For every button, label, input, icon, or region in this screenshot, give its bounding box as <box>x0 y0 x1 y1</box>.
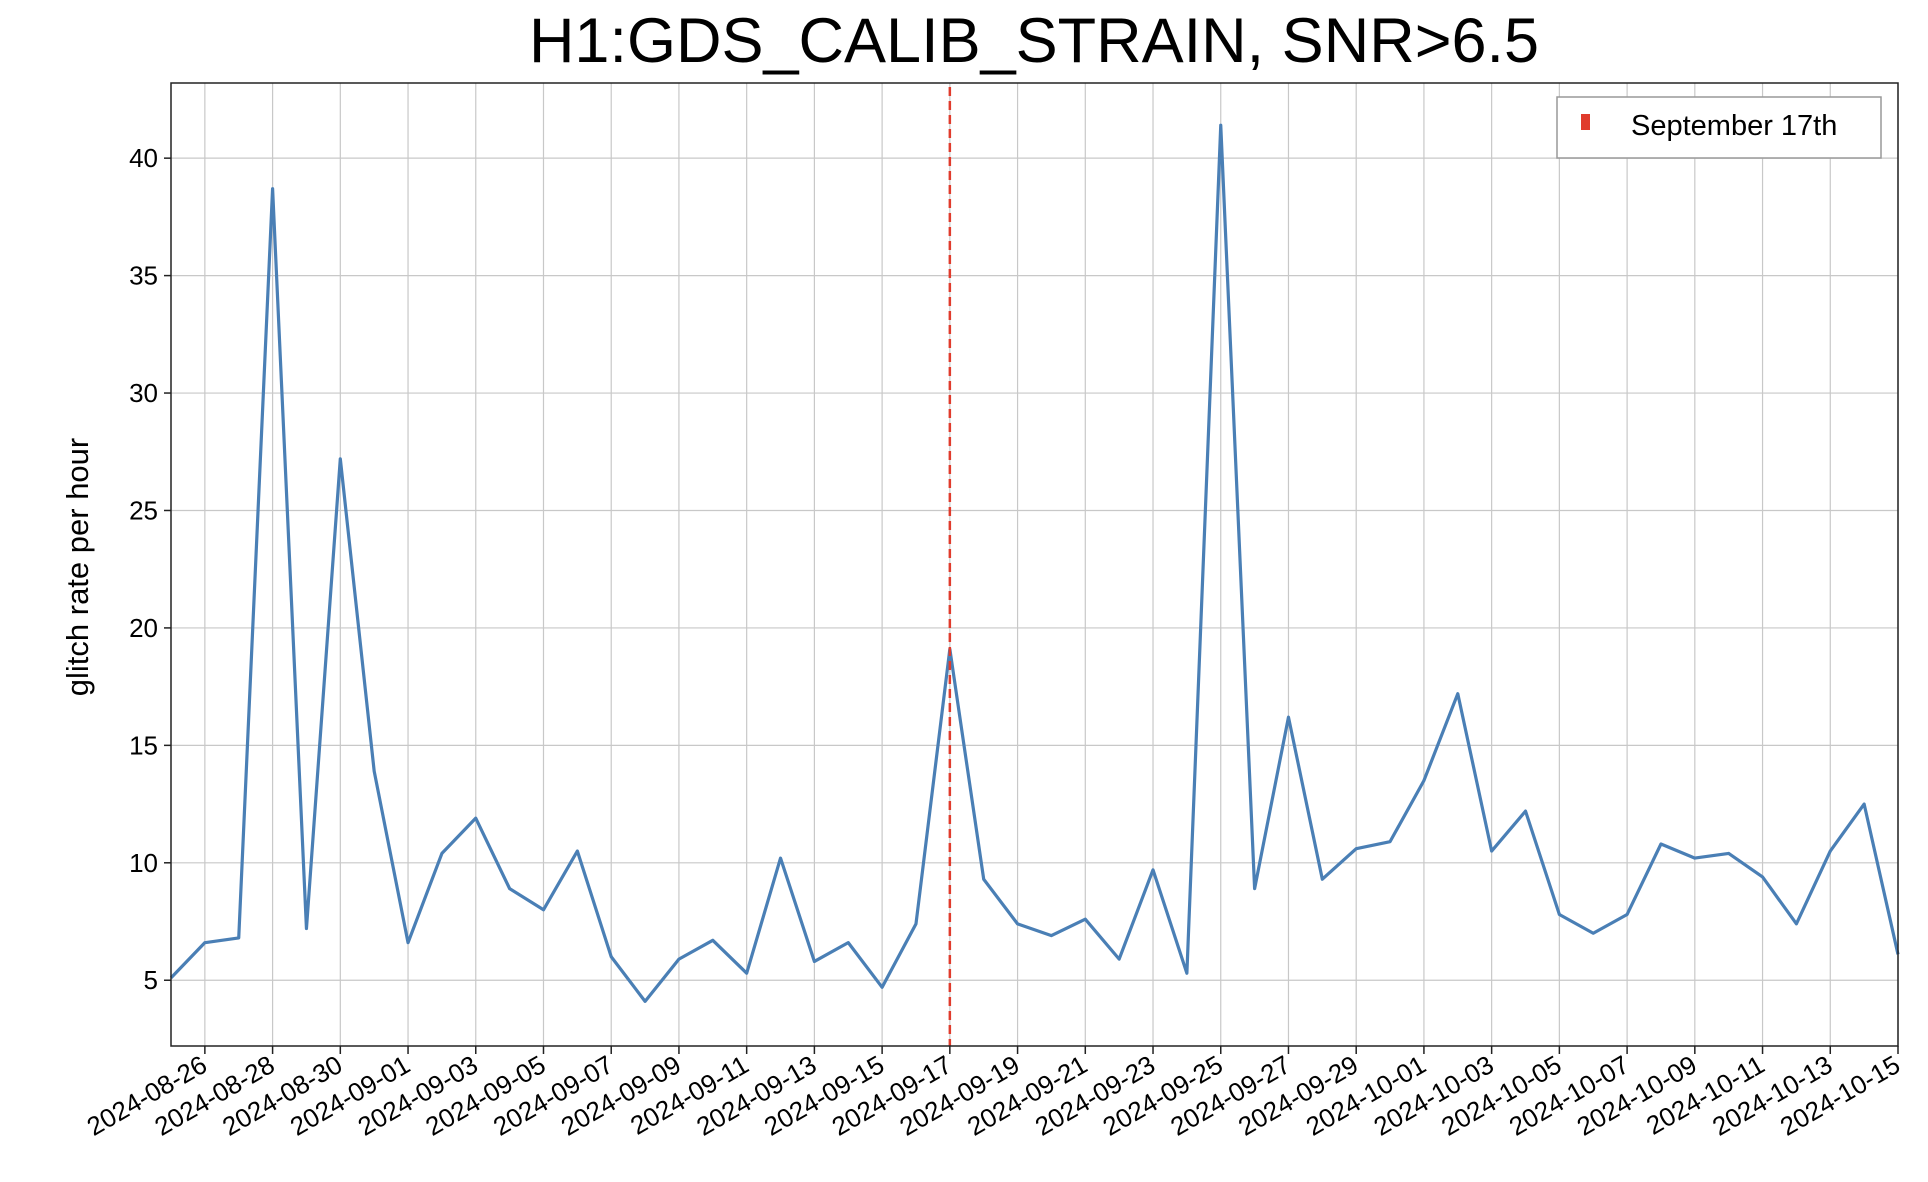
y-tick-label: 15 <box>129 730 158 760</box>
series-line-0 <box>169 123 1900 1003</box>
y-tick-label: 10 <box>129 848 158 878</box>
legend-swatch-september-17th <box>1581 114 1590 130</box>
legend: September 17th <box>1556 96 1882 159</box>
chart-title: H1:GDS_CALIB_STRAIN, SNR>6.5 <box>529 6 1539 76</box>
legend-box <box>1556 96 1882 159</box>
legend-label-september-17th: September 17th <box>1631 110 1837 142</box>
y-axis-label: glitch rate per hour <box>60 438 95 696</box>
y-tick-label: 25 <box>129 495 158 525</box>
y-axis-ticks: 5 10 15 20 25 30 35 40 <box>129 143 171 995</box>
y-tick-label: 20 <box>129 613 158 643</box>
plot-frame <box>170 82 1899 1047</box>
y-gridlines <box>171 157 1898 981</box>
y-tick-label: 35 <box>129 261 158 291</box>
y-tick-label: 5 <box>144 965 158 995</box>
y-tick-label: 40 <box>129 143 158 173</box>
y-tick-label: 30 <box>129 378 158 408</box>
